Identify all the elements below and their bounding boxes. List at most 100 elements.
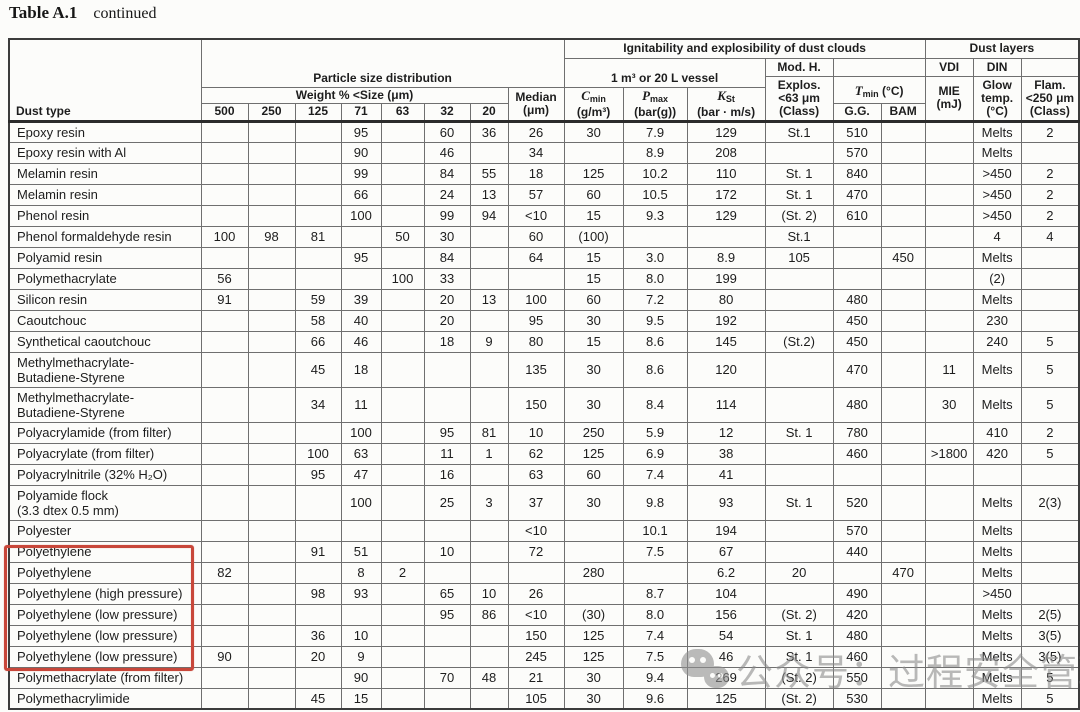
value-cell: 47 (340, 463, 382, 486)
value-cell: 610 (832, 204, 882, 227)
value-cell (423, 386, 471, 423)
value-cell: 8.6 (622, 330, 688, 353)
value-cell: 60 (563, 288, 624, 311)
col-header-glow-temp: Glow temp. (°C) (972, 75, 1022, 122)
value-cell: 62 (507, 442, 565, 465)
col-group-weight-percent: Weight % <Size (μm) (200, 86, 509, 104)
value-cell: 125 (563, 624, 624, 647)
value-cell: 420 (832, 603, 882, 626)
table-row: Polyacrylate (from filter) 100 63 11 1 62 125 6… (8, 442, 1080, 465)
value-cell (294, 484, 342, 521)
col-header-mie: MIE (mJ) (924, 75, 974, 122)
value-cell: 93 (686, 484, 766, 521)
value-cell: 7.4 (622, 624, 688, 647)
value-cell: St.1 (764, 225, 834, 248)
value-cell (1020, 540, 1080, 563)
table-row: Methylmethacrylate- Butadiene-Styrene 45 1… (8, 351, 1080, 388)
value-cell (247, 519, 296, 542)
value-cell: 94 (469, 204, 509, 227)
value-cell (200, 386, 249, 423)
value-cell: 129 (686, 120, 766, 143)
value-cell: 8.0 (622, 603, 688, 626)
value-cell: (30) (563, 603, 624, 626)
value-cell: 12 (686, 421, 766, 444)
value-cell: 84 (423, 162, 471, 185)
value-cell: 20 (764, 561, 834, 584)
value-cell: 192 (686, 309, 766, 332)
value-cell: 145 (686, 330, 766, 353)
value-cell (924, 484, 974, 521)
value-cell: 64 (507, 246, 565, 269)
value-cell (200, 162, 249, 185)
value-cell: 3.0 (622, 246, 688, 269)
value-cell: 570 (832, 519, 882, 542)
value-cell: 46 (686, 645, 766, 668)
table-row: Caoutchouc 58 40 20 95 30 9.5 192 450 230 (8, 309, 1080, 332)
value-cell: 81 (294, 225, 342, 248)
dust-type-cell: Melamin resin (8, 162, 202, 185)
value-cell (200, 540, 249, 563)
dust-type-cell: Polyacrylamide (from filter) (8, 421, 202, 444)
header-spacer-tmin (832, 57, 926, 77)
value-cell: 11 (340, 386, 382, 423)
col-group-vessel: 1 m³ or 20 L vessel (563, 57, 766, 88)
value-cell (924, 624, 974, 647)
cmin-symbol: Cmin (581, 87, 606, 104)
value-cell: St. 1 (764, 624, 834, 647)
value-cell: 84 (423, 246, 471, 269)
value-cell (247, 330, 296, 353)
value-cell: 41 (686, 463, 766, 486)
value-cell (924, 582, 974, 605)
dust-table: Dust type Particle size distribution Ign… (8, 38, 1080, 710)
value-cell (764, 540, 834, 563)
value-cell: 26 (507, 582, 565, 605)
value-cell: 100 (507, 288, 565, 311)
value-cell (880, 288, 926, 311)
value-cell: 490 (832, 582, 882, 605)
value-cell: <10 (507, 204, 565, 227)
value-cell: 11 (423, 442, 471, 465)
value-cell (423, 561, 471, 584)
value-cell: 7.9 (622, 120, 688, 143)
value-cell: 56 (200, 267, 249, 290)
dust-type-cell: Polyethylene (8, 561, 202, 584)
value-cell (764, 267, 834, 290)
value-cell: 21 (507, 666, 565, 689)
value-cell (469, 246, 509, 269)
value-cell (469, 386, 509, 423)
value-cell: 54 (686, 624, 766, 647)
value-cell: 2 (1020, 162, 1080, 185)
value-cell: 60 (423, 120, 471, 143)
value-cell: 9.6 (622, 687, 688, 710)
value-cell: 48 (469, 666, 509, 689)
table-row: Epoxy resin 95 60 36 26 30 7.9 129 St.1 510 Melts 2 (8, 120, 1080, 143)
value-cell: 30 (924, 386, 974, 423)
value-cell: 10.5 (622, 183, 688, 206)
value-cell: 36 (294, 624, 342, 647)
value-cell: 199 (686, 267, 766, 290)
table-row: Polymethacrylate 56 100 33 15 8.0 199 (2) (8, 267, 1080, 290)
value-cell: 91 (294, 540, 342, 563)
value-cell: 208 (686, 141, 766, 164)
value-cell (924, 421, 974, 444)
value-cell: 10 (340, 624, 382, 647)
value-cell (200, 463, 249, 486)
value-cell (247, 582, 296, 605)
value-cell: 51 (340, 540, 382, 563)
value-cell: Melts (972, 519, 1022, 542)
value-cell (380, 540, 425, 563)
value-cell (294, 204, 342, 227)
value-cell: 95 (294, 463, 342, 486)
value-cell: 3(5) (1020, 645, 1080, 668)
dust-type-cell: Synthetical caoutchouc (8, 330, 202, 353)
value-cell: 99 (423, 204, 471, 227)
value-cell: 6.2 (686, 561, 766, 584)
value-cell: 100 (200, 225, 249, 248)
value-cell (924, 246, 974, 269)
value-cell (247, 421, 296, 444)
dust-type-cell: Epoxy resin with Al (8, 141, 202, 164)
table-row: Melamin resin 99 84 55 18 125 10.2 110 St. 1 840 >… (8, 162, 1080, 185)
value-cell: (St. 2) (764, 603, 834, 626)
value-cell (924, 330, 974, 353)
table-number: Table A.1 (9, 3, 78, 22)
